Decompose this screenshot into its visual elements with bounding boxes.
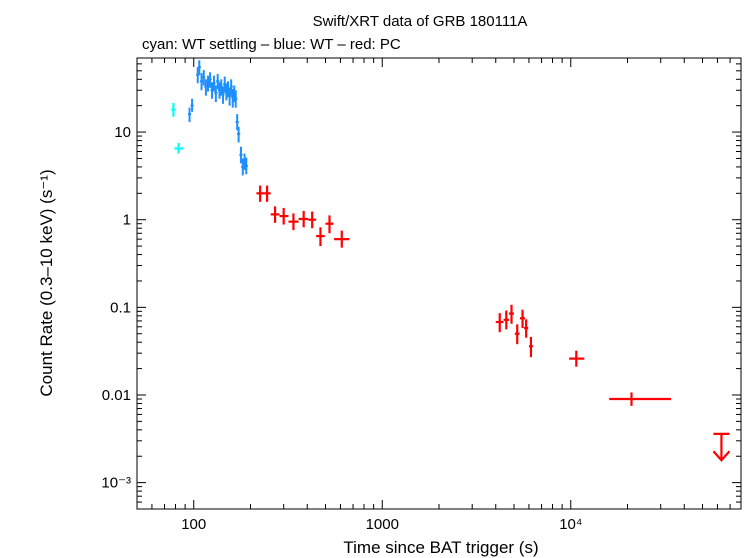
data-point-wt [221, 86, 225, 104]
data-point-wt [244, 157, 248, 175]
data-point-wt [204, 79, 208, 96]
data-point-wt [239, 146, 243, 164]
data-point-wt [235, 114, 239, 131]
data-point-wt [187, 107, 192, 123]
axis-ticks: 100 1000 10⁴ 10 1 0.1 0.01 10⁻³ [101, 57, 742, 533]
data-point-pc [609, 392, 671, 406]
data-point-pc [288, 213, 299, 231]
data-point-wt-settling [171, 102, 176, 117]
y-tick-label: 10⁻³ [101, 475, 131, 492]
data-point-pc [524, 319, 529, 338]
chart-title: Swift/XRT data of GRB 180111A [313, 13, 528, 30]
data-point-pc [279, 207, 289, 225]
upper-limit-arrowhead [712, 450, 731, 462]
data-point-pc [308, 211, 317, 229]
data-point-wt [199, 73, 204, 91]
data-point-wt [202, 70, 206, 86]
plot-frame [136, 57, 742, 510]
data-point-wt [208, 72, 212, 88]
data-point-pc [325, 215, 334, 234]
data-point-pc [316, 227, 325, 247]
data-point-wt [237, 126, 241, 143]
y-axis-label: Count Rate (0.3–10 keV) (s⁻¹) [37, 169, 56, 396]
y-tick-label: 0.01 [102, 387, 131, 404]
series-wt [187, 60, 248, 176]
data-point-pc [520, 309, 526, 329]
x-tick-label: 1000 [366, 516, 399, 533]
data-points [171, 60, 731, 462]
data-point-wt [214, 85, 218, 103]
chart-subtitle: cyan: WT settling – blue: WT – red: PC [142, 36, 401, 53]
data-point-pc [270, 206, 280, 223]
y-tick-label: 0.1 [110, 299, 131, 316]
data-point-wt [190, 98, 194, 112]
series-pc [256, 185, 671, 406]
upper-limit-arrow [712, 432, 731, 462]
data-point-pc [569, 350, 585, 367]
data-point-pc [264, 185, 271, 202]
data-point-pc [514, 324, 520, 345]
x-tick-label: 100 [181, 516, 206, 533]
x-tick-label: 10⁴ [559, 516, 582, 533]
data-point-pc [528, 336, 533, 358]
data-point-wt [234, 90, 238, 108]
data-point-pc [508, 304, 515, 324]
data-point-pc [495, 313, 504, 333]
data-point-wt [216, 73, 220, 90]
data-point-wt-settling [174, 143, 184, 154]
data-point-wt [229, 79, 233, 96]
data-point-pc [298, 210, 309, 228]
x-axis-label: Time since BAT trigger (s) [343, 538, 538, 557]
data-point-pc [503, 310, 509, 330]
y-tick-label: 1 [123, 212, 131, 229]
y-tick-label: 10 [114, 124, 131, 141]
series-wt-settling [171, 102, 184, 154]
data-point-pc [334, 230, 350, 248]
data-point-wt [212, 75, 216, 92]
data-point-pc [256, 185, 265, 202]
data-point-wt [197, 60, 201, 75]
